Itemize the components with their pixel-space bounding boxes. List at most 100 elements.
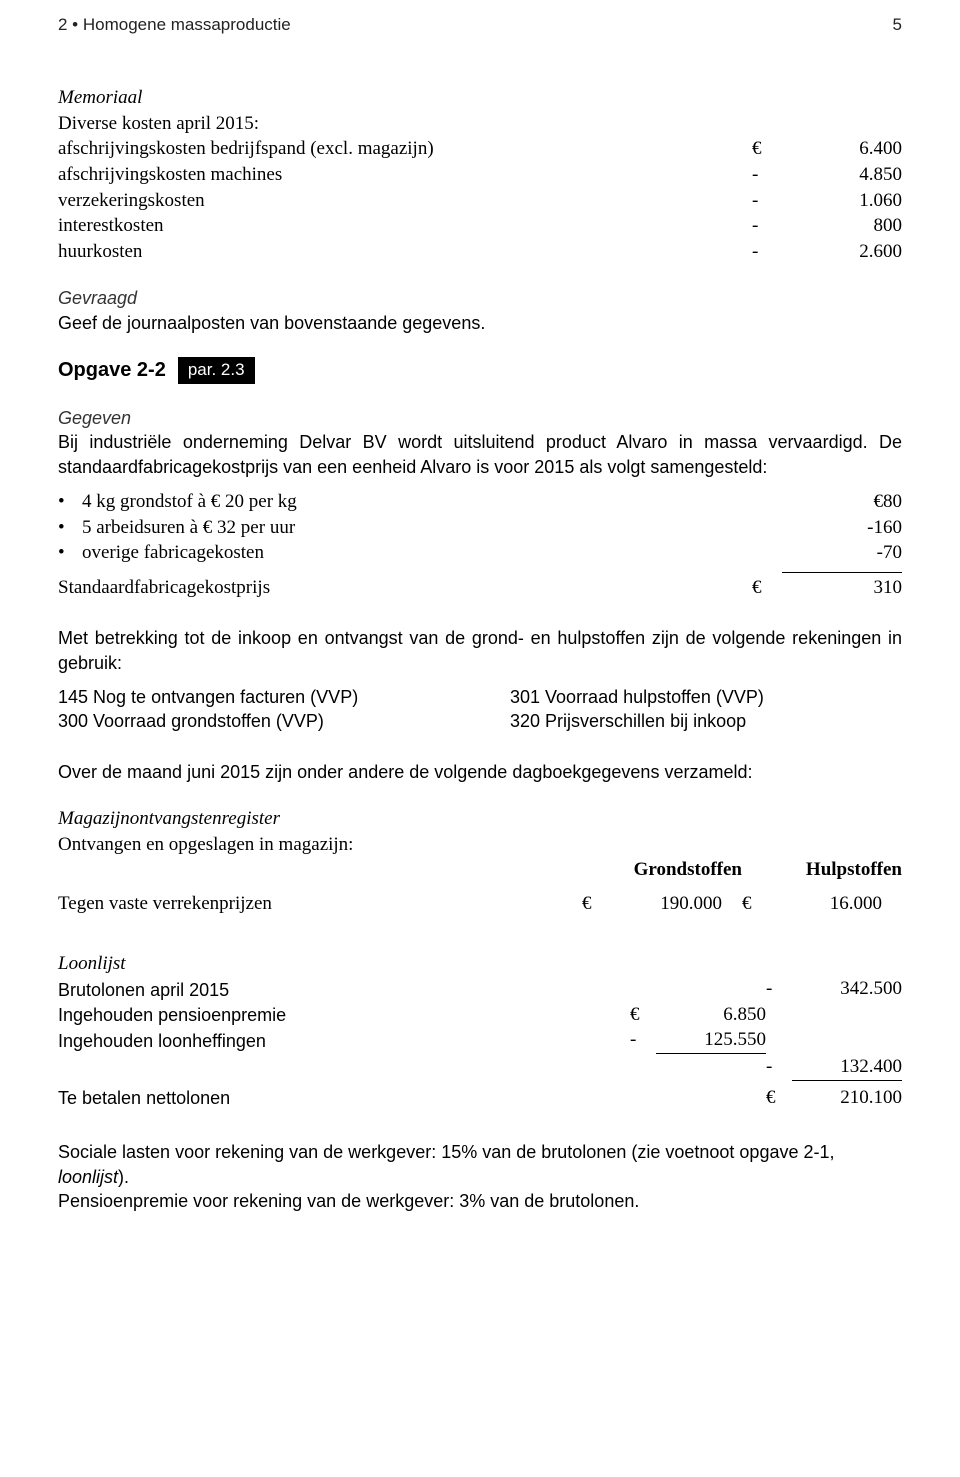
- item-label: overige fabricagekosten: [82, 540, 877, 566]
- row-value2: 342.500: [792, 976, 902, 1002]
- item-value: 80: [883, 489, 902, 515]
- gevraagd-block: Gevraagd Geef de journaalposten van bove…: [58, 286, 902, 335]
- cost-row: interestkosten - 800: [58, 213, 902, 239]
- magazijn-header-row: Grondstoffen Hulpstoffen: [58, 857, 902, 883]
- cost-label: afschrijvingskosten bedrijfspand (excl. …: [58, 136, 752, 162]
- subtotal-row: - 132.400: [58, 1054, 902, 1080]
- cost-row: verzekeringskosten - 1.060: [58, 188, 902, 214]
- row-label: Tegen vaste verrekenprijzen: [58, 891, 582, 917]
- currency-symbol: €: [630, 1002, 656, 1028]
- footer-p1a: Sociale lasten voor rekening van de werk…: [58, 1142, 835, 1162]
- cost-value: 2.600: [782, 239, 902, 265]
- gegeven-p3: Over de maand juni 2015 zijn onder ander…: [58, 760, 902, 784]
- magazijn-data-row: Tegen vaste verrekenprijzen € 190.000 € …: [58, 891, 902, 917]
- item-value: 160: [874, 515, 903, 541]
- gegeven-p2: Met betrekking tot de inkoop en ontvangs…: [58, 626, 902, 675]
- account-line: 301 Voorraad hulpstoffen (VVP): [510, 685, 902, 709]
- item-value: 70: [883, 540, 902, 566]
- magazijn-sub: Ontvangen en opgeslagen in magazijn:: [58, 832, 902, 858]
- cost-row: huurkosten - 2.600: [58, 239, 902, 265]
- currency-symbol: €: [742, 891, 772, 917]
- item-label: 4 kg grondstof à € 20 per kg: [82, 489, 874, 515]
- page: 2 • Homogene massaproductie 5 Memoriaal …: [0, 0, 960, 1477]
- rule-row: [58, 1080, 902, 1081]
- net-label: Te betalen nettolonen: [58, 1086, 630, 1110]
- memoriaal-block: Memoriaal Diverse kosten april 2015: afs…: [58, 85, 902, 264]
- gevraagd-text: Geef de journaalposten van bovenstaande …: [58, 311, 902, 335]
- footer-p1: Sociale lasten voor rekening van de werk…: [58, 1140, 902, 1189]
- footer-p1b: ).: [118, 1167, 129, 1187]
- currency-symbol: -: [630, 1027, 656, 1053]
- cost-value: 1.060: [782, 188, 902, 214]
- paragraph-chip: par. 2.3: [178, 357, 255, 384]
- total-value: 310: [782, 575, 902, 601]
- account-line: 300 Voorraad grondstoffen (VVP): [58, 709, 450, 733]
- currency-symbol: €: [752, 136, 782, 162]
- kostprijs-list: 4 kg grondstof à € 20 per kg € 80 5 arbe…: [58, 489, 902, 566]
- currency-symbol: -: [766, 976, 792, 1002]
- cost-label: interestkosten: [58, 213, 752, 239]
- cost-value: 4.850: [782, 162, 902, 188]
- opgave-title: Opgave 2-2: [58, 357, 166, 384]
- loon-row: Brutolonen april 2015 - 342.500: [58, 976, 902, 1002]
- currency-symbol: -: [752, 213, 782, 239]
- memoriaal-heading: Memoriaal: [58, 85, 902, 111]
- grondstoffen-value: 190.000: [612, 891, 742, 917]
- currency-symbol: €: [874, 489, 884, 515]
- currency-symbol: €: [752, 575, 782, 601]
- cost-label: verzekeringskosten: [58, 188, 752, 214]
- total-row: Standaardfabricagekostprijs € 310: [58, 575, 902, 601]
- loonlijst-block: Loonlijst Brutolonen april 2015 - 342.50…: [58, 951, 902, 1111]
- currency-symbol: €: [766, 1085, 792, 1111]
- hulpstoffen-value: 16.000: [772, 891, 902, 917]
- account-line: 320 Prijsverschillen bij inkoop: [510, 709, 902, 733]
- magazijn-block: Magazijnontvangstenregister Ontvangen en…: [58, 806, 902, 917]
- cost-label: afschrijvingskosten machines: [58, 162, 752, 188]
- col-hulpstoffen: Hulpstoffen: [742, 857, 902, 883]
- chapter-label: 2 • Homogene massaproductie: [58, 14, 291, 37]
- footer-p1-italic: loonlijst: [58, 1167, 118, 1187]
- net-value: 210.100: [792, 1085, 902, 1111]
- cost-label: huurkosten: [58, 239, 752, 265]
- running-header: 2 • Homogene massaproductie 5: [58, 14, 902, 37]
- cost-row: afschrijvingskosten bedrijfspand (excl. …: [58, 136, 902, 162]
- item-label: 5 arbeidsuren à € 32 per uur: [82, 515, 867, 541]
- col-grondstoffen: Grondstoffen: [582, 857, 742, 883]
- list-item: overige fabricagekosten - 70: [58, 540, 902, 566]
- magazijn-heading: Magazijnontvangstenregister: [58, 806, 902, 832]
- currency-symbol: €: [582, 891, 612, 917]
- row-value: 6.850: [656, 1002, 766, 1028]
- row-label: Ingehouden pensioenpremie: [58, 1003, 630, 1027]
- currency-symbol: -: [766, 1054, 792, 1080]
- gegeven-p1: Bij industriële onderneming Delvar BV wo…: [58, 430, 902, 479]
- loon-row: Ingehouden pensioenpremie € 6.850: [58, 1002, 902, 1028]
- accounts-columns: 145 Nog te ontvangen facturen (VVP) 300 …: [58, 685, 902, 734]
- currency-symbol: -: [752, 188, 782, 214]
- accounts-right: 301 Voorraad hulpstoffen (VVP) 320 Prijs…: [510, 685, 902, 734]
- footer-p2: Pensioenpremie voor rekening van de werk…: [58, 1189, 902, 1213]
- rule-row: [58, 572, 902, 573]
- net-row: Te betalen nettolonen € 210.100: [58, 1085, 902, 1111]
- currency-symbol: -: [752, 162, 782, 188]
- accounts-left: 145 Nog te ontvangen facturen (VVP) 300 …: [58, 685, 450, 734]
- cost-value: 800: [782, 213, 902, 239]
- cost-value: 6.400: [782, 136, 902, 162]
- loon-row: Ingehouden loonheffingen - 125.550: [58, 1027, 902, 1053]
- account-line: 145 Nog te ontvangen facturen (VVP): [58, 685, 450, 709]
- gegeven-block: Gegeven Bij industriële onderneming Delv…: [58, 406, 902, 784]
- gevraagd-heading: Gevraagd: [58, 286, 902, 310]
- cost-row: afschrijvingskosten machines - 4.850: [58, 162, 902, 188]
- total-label: Standaardfabricagekostprijs: [58, 575, 752, 601]
- list-item: 4 kg grondstof à € 20 per kg € 80: [58, 489, 902, 515]
- row-label: Ingehouden loonheffingen: [58, 1029, 630, 1053]
- list-item: 5 arbeidsuren à € 32 per uur - 160: [58, 515, 902, 541]
- currency-symbol: -: [752, 239, 782, 265]
- row-label: Brutolonen april 2015: [58, 978, 630, 1002]
- memoriaal-intro: Diverse kosten april 2015:: [58, 111, 902, 137]
- row-value: 125.550: [656, 1027, 766, 1053]
- loonlijst-heading: Loonlijst: [58, 951, 902, 977]
- gegeven-heading: Gegeven: [58, 406, 902, 430]
- subtotal-value: 132.400: [792, 1054, 902, 1080]
- footer-block: Sociale lasten voor rekening van de werk…: [58, 1140, 902, 1213]
- page-number: 5: [893, 14, 902, 37]
